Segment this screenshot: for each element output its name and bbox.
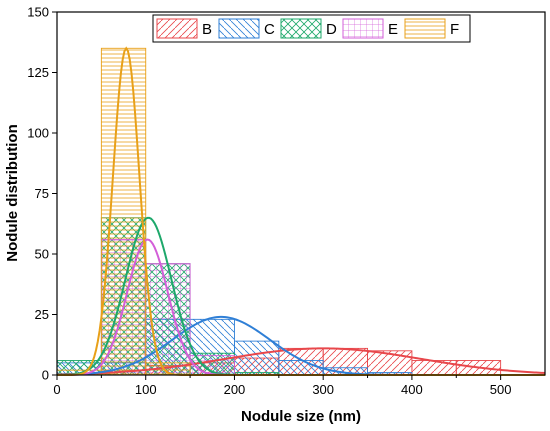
x-tick-label: 0 — [53, 382, 60, 397]
y-tick-label: 50 — [35, 247, 49, 262]
x-tick-label: 200 — [224, 382, 246, 397]
x-axis-title: Nodule size (nm) — [241, 408, 361, 425]
y-axis-title: Nodule distribution — [4, 124, 21, 261]
y-axis: 0 25 50 75 100 125 150 — [27, 5, 57, 383]
legend-label-B: B — [202, 21, 212, 38]
y-tick-label: 0 — [42, 368, 49, 383]
y-tick-label: 25 — [35, 307, 49, 322]
legend-label-F: F — [450, 21, 459, 38]
y-tick-label: 100 — [27, 126, 49, 141]
legend-label-D: D — [326, 21, 337, 38]
x-tick-label: 500 — [490, 382, 512, 397]
y-tick-label: 75 — [35, 186, 49, 201]
y-tick-label: 125 — [27, 65, 49, 80]
bar-E-bin-2 — [145, 263, 191, 376]
fit-curve-B — [56, 347, 546, 376]
histogram-bars — [56, 47, 502, 376]
legend: B C D E F — [152, 14, 471, 43]
legend-label-C: C — [264, 21, 275, 38]
legend-swatch-C — [218, 18, 260, 39]
y-tick-label: 150 — [27, 5, 49, 20]
x-tick-label: 300 — [312, 382, 334, 397]
x-tick-label: 400 — [401, 382, 423, 397]
x-axis: 0 100 200 300 400 500 — [53, 375, 511, 397]
legend-label-E: E — [388, 21, 398, 38]
legend-swatch-E — [342, 18, 384, 39]
x-tick-label: 100 — [135, 382, 157, 397]
bar-C-bin-4 — [234, 340, 280, 376]
legend-swatch-D — [280, 18, 322, 39]
bar-F-bin-1 — [100, 47, 147, 376]
legend-swatch-F — [404, 18, 446, 39]
legend-swatch-B — [156, 18, 198, 39]
bar-C-bin-5 — [278, 360, 324, 376]
